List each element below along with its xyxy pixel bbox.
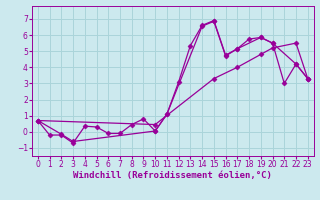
X-axis label: Windchill (Refroidissement éolien,°C): Windchill (Refroidissement éolien,°C) [73, 171, 272, 180]
